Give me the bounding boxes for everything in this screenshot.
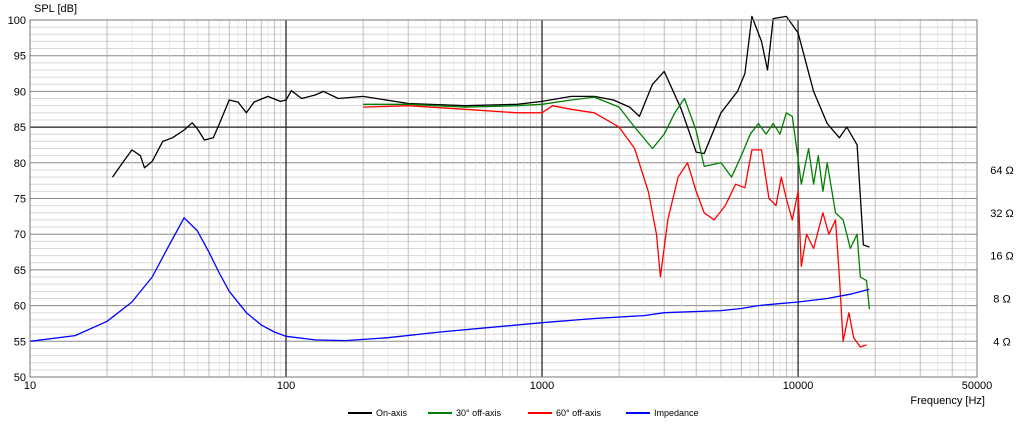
y-tick-label: 65 <box>14 265 26 277</box>
impedance-tick-label: 16 Ω <box>990 251 1014 263</box>
series-group <box>29 15 871 348</box>
x-tick-labels: 10 100 1000 10000 50000 <box>24 380 992 392</box>
y-tick-label: 50 <box>14 372 26 384</box>
x-tick-label: 50000 <box>962 380 993 392</box>
impedance-tick-label: 4 Ω <box>993 336 1010 348</box>
legend-label-impedance: Impedance <box>654 408 699 418</box>
x-tick-label: 10 <box>24 380 36 392</box>
series-line-60-off-axis <box>363 105 867 348</box>
y-tick-label: 80 <box>14 158 26 170</box>
legend-label-60-off-axis: 60° off-axis <box>556 408 601 418</box>
y-tick-label: 75 <box>14 194 26 206</box>
series-line-30-off-axis <box>363 96 871 310</box>
x-tick-label: 1000 <box>530 380 554 392</box>
y-tick-labels: 50 55 60 65 70 75 80 85 90 95 100 <box>8 15 26 384</box>
y-tick-label: 55 <box>14 336 26 348</box>
series-line-on-axis <box>111 15 870 248</box>
x-tick-label: 100 <box>277 380 295 392</box>
y-tick-label: 95 <box>14 51 26 63</box>
impedance-tick-label: 32 Ω <box>990 208 1014 220</box>
y-tick-label: 70 <box>14 229 26 241</box>
y-tick-label: 85 <box>14 122 26 134</box>
plot-frame <box>29 19 978 378</box>
grid <box>30 20 978 377</box>
legend-label-30-off-axis: 30° off-axis <box>456 408 501 418</box>
x-axis-title: Frequency [Hz] <box>910 395 985 407</box>
impedance-tick-labels: 4 Ω 8 Ω 16 Ω 32 Ω 64 Ω <box>990 165 1014 348</box>
impedance-tick-label: 8 Ω <box>993 293 1010 305</box>
x-tick-label: 10000 <box>783 380 814 392</box>
y-tick-label: 60 <box>14 301 26 313</box>
y-axis-title: SPL [dB] <box>34 3 77 15</box>
legend-label-on-axis: On-axis <box>376 408 408 418</box>
impedance-tick-label: 64 Ω <box>990 165 1014 177</box>
legend: On-axis 30° off-axis 60° off-axis Impeda… <box>348 408 699 418</box>
series-line-impedance <box>29 217 870 342</box>
y-tick-label: 90 <box>14 86 26 98</box>
y-tick-label: 100 <box>8 15 26 27</box>
